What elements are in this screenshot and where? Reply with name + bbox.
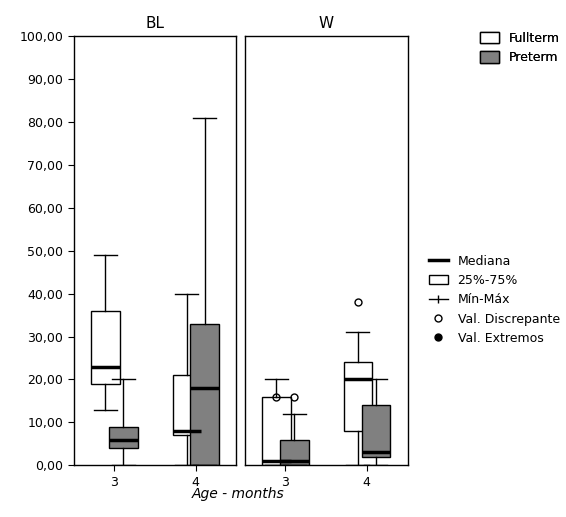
Legend: Fullterm, Preterm: Fullterm, Preterm	[480, 32, 560, 64]
FancyBboxPatch shape	[344, 362, 372, 431]
Title: BL: BL	[145, 16, 165, 31]
FancyBboxPatch shape	[109, 427, 138, 448]
FancyBboxPatch shape	[262, 397, 291, 465]
FancyBboxPatch shape	[91, 311, 119, 384]
FancyBboxPatch shape	[362, 405, 390, 457]
Title: W: W	[319, 16, 333, 31]
FancyBboxPatch shape	[190, 324, 219, 465]
FancyBboxPatch shape	[173, 375, 201, 435]
Text: Age - months: Age - months	[191, 488, 284, 501]
FancyBboxPatch shape	[280, 439, 308, 465]
Legend: Mediana, 25%-75%, Mín-Máx, Val. Discrepante, Val. Extremos: Mediana, 25%-75%, Mín-Máx, Val. Discrepa…	[429, 255, 560, 345]
